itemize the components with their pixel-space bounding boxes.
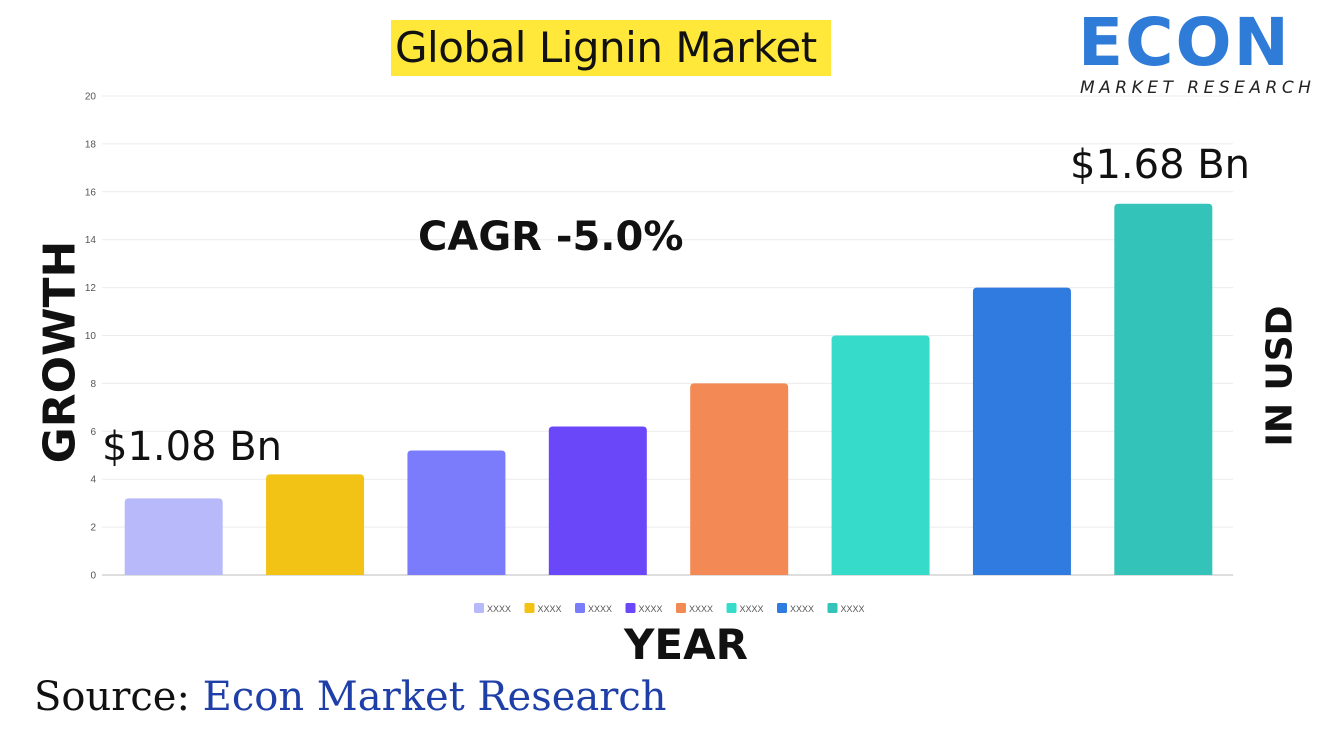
bar	[407, 450, 506, 575]
start-value-annotation: $1.08 Bn	[102, 424, 283, 470]
x-axis-label: YEAR	[624, 620, 748, 669]
chart-title: Global Lignin Market	[391, 20, 831, 76]
legend-label: XXXX	[487, 604, 511, 614]
end-value-annotation: $1.68 Bn	[1070, 142, 1251, 188]
bar	[1114, 203, 1213, 575]
y-tick-label: 6	[90, 427, 96, 438]
legend: XXXX XXXX XXXX XXXX XXXX XXXX XXXX XXXX	[474, 603, 865, 614]
y-tick-label: 14	[85, 235, 97, 246]
legend-label: XXXX	[689, 604, 713, 614]
bars	[124, 203, 1213, 575]
bar	[124, 498, 223, 575]
y-tick-label: 2	[90, 523, 96, 534]
bar	[831, 335, 930, 575]
bar	[690, 383, 789, 575]
y-axis-label: GROWTH	[34, 240, 86, 464]
source-line: Source: Econ Market Research	[34, 674, 667, 720]
bar	[266, 474, 365, 575]
legend-swatch	[827, 603, 838, 613]
y-tick-label: 4	[90, 475, 96, 486]
legend-label: XXXX	[790, 604, 814, 614]
y-tick-label: 12	[85, 283, 97, 294]
econ-logo: ECON MARKET RESEARCH	[1078, 8, 1328, 103]
legend-label: XXXX	[740, 604, 764, 614]
legend-label: XXXX	[588, 604, 612, 614]
legend-swatch	[524, 603, 535, 613]
y-tick-label: 8	[90, 379, 96, 390]
legend-swatch	[777, 603, 787, 613]
legend-swatch	[676, 603, 686, 613]
legend-swatch	[575, 603, 585, 613]
bar	[972, 287, 1071, 575]
source-prefix: Source:	[34, 674, 203, 720]
y-tick-label: 10	[85, 331, 97, 342]
legend-label: XXXX	[841, 604, 865, 614]
logo-subtitle: MARKET RESEARCH	[1080, 78, 1316, 98]
y-tick-label: 20	[85, 92, 97, 103]
legend-swatch	[474, 603, 484, 613]
y-tick-label: 18	[85, 139, 97, 150]
y-tick-label: 0	[90, 571, 96, 582]
legend-swatch	[625, 603, 636, 613]
legend-label: XXXX	[639, 604, 663, 614]
y-tick-label: 16	[85, 187, 97, 198]
unit-label: IN USD	[1259, 305, 1301, 447]
legend-swatch	[726, 603, 737, 613]
bar	[548, 426, 647, 575]
logo-word: ECON	[1078, 4, 1291, 81]
source-name: Econ Market Research	[202, 674, 667, 720]
y-tick-labels: 0 2 4 6 8 10 12 14 16 18 20	[85, 92, 97, 582]
cagr-annotation: CAGR -5.0%	[418, 214, 684, 260]
chart-title-wrap: Global Lignin Market	[391, 20, 831, 76]
legend-label: XXXX	[538, 604, 562, 614]
